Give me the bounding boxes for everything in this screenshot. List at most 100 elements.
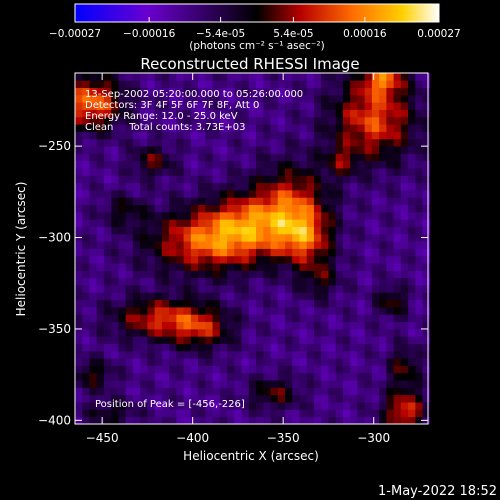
heatmap-cell bbox=[248, 263, 257, 271]
heatmap-cell bbox=[292, 270, 300, 279]
heatmap-cell bbox=[306, 190, 315, 198]
heatmap-cell bbox=[263, 380, 271, 388]
heatmap-cell bbox=[415, 109, 423, 118]
heatmap-cell bbox=[132, 168, 141, 176]
heatmap-cell bbox=[393, 109, 402, 118]
heatmap-cell bbox=[422, 365, 431, 374]
heatmap-cell bbox=[241, 94, 250, 103]
heatmap-cell bbox=[147, 160, 156, 169]
y-tick-label: −350 bbox=[38, 322, 71, 336]
heatmap-cell bbox=[183, 307, 192, 315]
heatmap-cell bbox=[103, 394, 112, 403]
heatmap-cell bbox=[154, 138, 163, 147]
heatmap-cell bbox=[75, 138, 83, 147]
heatmap-cell bbox=[75, 365, 83, 374]
heatmap-cell bbox=[169, 109, 177, 118]
heatmap-cell bbox=[125, 372, 134, 381]
heatmap-cell bbox=[263, 204, 271, 213]
heatmap-cell bbox=[284, 233, 293, 242]
heatmap-cell bbox=[219, 350, 228, 359]
heatmap-cell bbox=[241, 211, 250, 220]
heatmap-cell bbox=[198, 416, 206, 425]
heatmap-cell bbox=[75, 190, 83, 198]
heatmap-cell bbox=[190, 131, 199, 140]
heatmap-cell bbox=[357, 219, 366, 227]
heatmap-cell bbox=[408, 292, 416, 301]
heatmap-cell bbox=[176, 226, 185, 235]
heatmap-cell bbox=[96, 307, 105, 315]
heatmap-cell bbox=[256, 211, 264, 220]
heatmap-cell bbox=[234, 358, 242, 366]
heatmap-cell bbox=[82, 277, 90, 286]
heatmap-cell bbox=[422, 372, 431, 381]
heatmap-cell bbox=[342, 285, 351, 293]
heatmap-cell bbox=[125, 270, 134, 279]
heatmap-cell bbox=[350, 314, 358, 323]
heatmap-cell bbox=[350, 328, 358, 337]
heatmap-cell bbox=[111, 182, 119, 191]
heatmap-cell bbox=[103, 241, 112, 249]
heatmap-cell bbox=[379, 350, 387, 359]
heatmap-cell bbox=[89, 211, 98, 220]
heatmap-cell bbox=[248, 160, 257, 169]
heatmap-cell bbox=[256, 241, 264, 249]
heatmap-cell bbox=[263, 292, 271, 301]
heatmap-cell bbox=[357, 416, 366, 425]
heatmap-cell bbox=[284, 263, 293, 271]
heatmap-cell bbox=[161, 226, 170, 235]
heatmap-cell bbox=[227, 380, 235, 388]
heatmap-cell bbox=[335, 226, 344, 235]
heatmap-cell bbox=[234, 343, 242, 352]
heatmap-cell bbox=[263, 394, 271, 403]
heatmap-cell bbox=[103, 102, 112, 110]
heatmap-cell bbox=[299, 233, 308, 242]
heatmap-cell bbox=[357, 328, 366, 337]
heatmap-cell bbox=[198, 73, 206, 81]
heatmap-cell bbox=[313, 336, 322, 344]
heatmap-cell bbox=[328, 219, 337, 227]
heatmap-cell bbox=[357, 299, 366, 308]
heatmap-cell bbox=[161, 416, 170, 425]
heatmap-cell bbox=[270, 168, 279, 176]
heatmap-cell bbox=[190, 102, 199, 110]
heatmap-cell bbox=[422, 387, 431, 396]
heatmap-cell bbox=[147, 321, 156, 330]
heatmap-cell bbox=[241, 380, 250, 388]
heatmap-cell bbox=[111, 409, 119, 418]
heatmap-cell bbox=[335, 402, 344, 410]
heatmap-cell bbox=[118, 131, 127, 140]
heatmap-cell bbox=[371, 73, 380, 81]
heatmap-cell bbox=[277, 358, 286, 366]
heatmap-cell bbox=[169, 131, 177, 140]
heatmap-cell bbox=[176, 138, 185, 147]
heatmap-cell bbox=[190, 219, 199, 227]
heatmap-cell bbox=[118, 116, 127, 125]
heatmap-cell bbox=[89, 402, 98, 410]
heatmap-cell bbox=[75, 263, 83, 271]
heatmap-cell bbox=[256, 372, 264, 381]
heatmap-cell bbox=[415, 138, 423, 147]
heatmap-cell bbox=[205, 124, 213, 132]
heatmap-cell bbox=[400, 160, 409, 169]
heatmap-cell bbox=[198, 116, 206, 125]
heatmap-cell bbox=[212, 80, 221, 89]
heatmap-cell bbox=[284, 73, 293, 81]
heatmap-cell bbox=[386, 380, 394, 388]
heatmap-cell bbox=[169, 416, 177, 425]
heatmap-cell bbox=[248, 124, 257, 132]
heatmap-cell bbox=[400, 358, 409, 366]
heatmap-cell bbox=[393, 168, 402, 176]
heatmap-cell bbox=[284, 328, 293, 337]
heatmap-cell bbox=[176, 87, 185, 96]
heatmap-cell bbox=[270, 307, 279, 315]
heatmap-cell bbox=[190, 233, 199, 242]
heatmap-cell bbox=[169, 343, 177, 352]
heatmap-cell bbox=[386, 124, 394, 132]
heatmap-cell bbox=[292, 219, 300, 227]
heatmap-cell bbox=[342, 248, 351, 257]
heatmap-cell bbox=[371, 138, 380, 147]
heatmap-cell bbox=[161, 285, 170, 293]
heatmap-cell bbox=[386, 116, 394, 125]
heatmap-cell bbox=[82, 131, 90, 140]
